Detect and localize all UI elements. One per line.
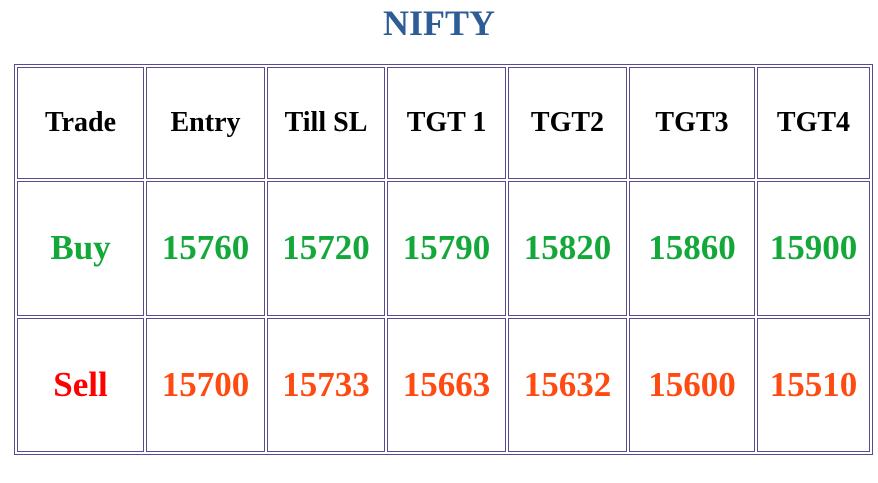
value-cell: 15700 bbox=[146, 317, 265, 452]
header-cell: Trade bbox=[17, 67, 144, 180]
value-cell: 15860 bbox=[629, 181, 755, 316]
value-cell: 15790 bbox=[387, 181, 506, 316]
header-cell: TGT 1 bbox=[387, 67, 506, 180]
value-cell: 15663 bbox=[387, 317, 506, 452]
value-cell: 15510 bbox=[757, 317, 870, 452]
header-cell: Till SL bbox=[267, 67, 385, 180]
buy-row: Buy 15760 15720 15790 15820 15860 15900 bbox=[17, 181, 870, 316]
value-cell: 15733 bbox=[267, 317, 385, 452]
header-cell: TGT3 bbox=[629, 67, 755, 180]
trade-cell: Sell bbox=[17, 317, 144, 452]
value-cell: 15632 bbox=[508, 317, 627, 452]
header-row: Trade Entry Till SL TGT 1 TGT2 TGT3 TGT4 bbox=[17, 67, 870, 180]
value-cell: 15600 bbox=[629, 317, 755, 452]
header-cell: TGT4 bbox=[757, 67, 870, 180]
value-cell: 15900 bbox=[757, 181, 870, 316]
value-cell: 15760 bbox=[146, 181, 265, 316]
value-cell: 15720 bbox=[267, 181, 385, 316]
title: NIFTY bbox=[382, 3, 495, 43]
header-cell: TGT2 bbox=[508, 67, 627, 180]
value-cell: 15820 bbox=[508, 181, 627, 316]
trade-cell: Buy bbox=[17, 181, 144, 316]
sell-row: Sell 15700 15733 15663 15632 15600 15510 bbox=[17, 317, 870, 452]
nifty-table: Trade Entry Till SL TGT 1 TGT2 TGT3 TGT4… bbox=[14, 64, 873, 455]
header-cell: Entry bbox=[146, 67, 265, 180]
